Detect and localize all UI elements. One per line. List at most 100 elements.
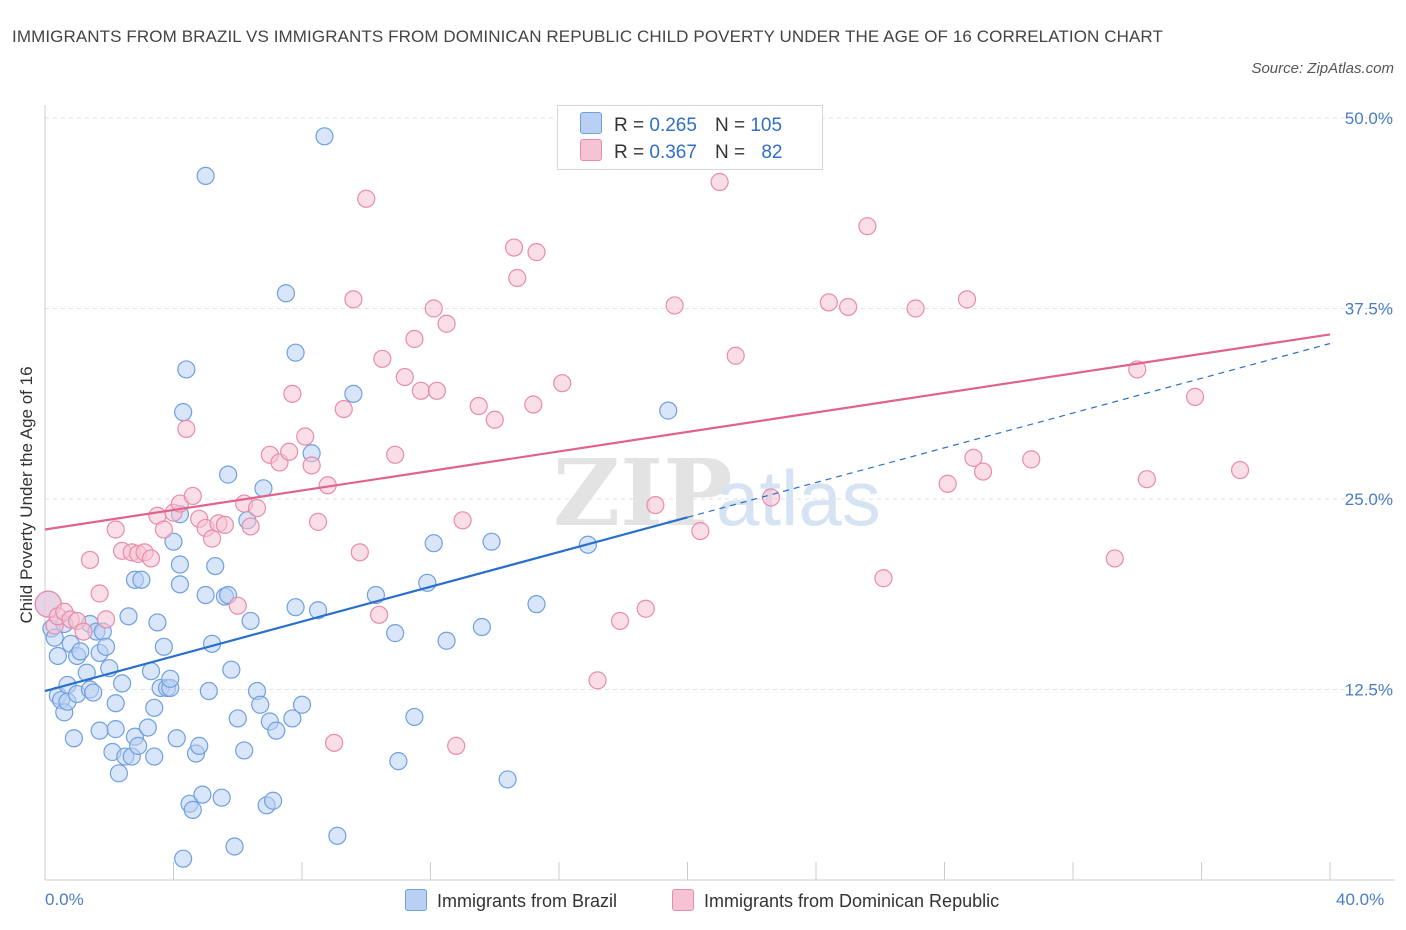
- dominican-point: [437, 314, 456, 333]
- brazil-point: [389, 752, 408, 771]
- dominican-point: [761, 488, 781, 507]
- dominican-point: [228, 596, 247, 615]
- brazil-point: [472, 617, 491, 637]
- brazil-point: [174, 849, 193, 868]
- brazil-point: [199, 681, 218, 701]
- brazil-point: [222, 660, 241, 679]
- dominican-point: [386, 445, 405, 464]
- brazil-point: [141, 662, 161, 681]
- dominican-point: [427, 381, 447, 400]
- dominican-point: [1022, 450, 1041, 469]
- brazil-point: [212, 788, 231, 807]
- dominican-point: [202, 529, 222, 548]
- brazil-point: [405, 707, 424, 727]
- dominican-point: [302, 456, 321, 475]
- brazil-point: [196, 585, 215, 605]
- brazil-point: [148, 613, 167, 632]
- dominican-point: [90, 584, 109, 603]
- brazil-point: [344, 384, 363, 403]
- brazil-point: [106, 694, 125, 713]
- brazil-point: [424, 534, 443, 553]
- dominican-point: [215, 515, 234, 535]
- dominican-point: [1230, 460, 1250, 480]
- stats-row-brazil: R = 0.265 N = 105: [580, 112, 782, 138]
- brazil-point: [190, 736, 209, 755]
- dominican-point: [308, 512, 328, 531]
- axes: [44, 105, 1395, 881]
- chart-source: Source: ZipAtlas.com: [1251, 60, 1394, 77]
- dominican-point: [80, 550, 100, 570]
- legend-item-dominican[interactable]: Immigrants from Dominican Republic: [672, 889, 999, 912]
- legend-dominican-swatch: [672, 889, 694, 911]
- brazil-point: [84, 683, 103, 702]
- dominican-point: [141, 549, 161, 568]
- brazil-point: [112, 674, 132, 693]
- dominican-point: [1137, 470, 1156, 489]
- dominican-point: [154, 520, 173, 539]
- dominican-swatch: [580, 139, 602, 161]
- brazil-point: [386, 624, 405, 643]
- dominican-point: [504, 238, 524, 257]
- trend-lines: [44, 333, 1331, 693]
- brazil-point: [174, 403, 193, 422]
- dominican-point: [453, 511, 472, 530]
- brazil-point: [241, 611, 260, 631]
- brazil-point: [196, 166, 215, 186]
- brazil-point: [286, 598, 305, 617]
- dominican-point: [957, 290, 977, 309]
- dominican-point: [726, 346, 745, 365]
- brazil-point: [228, 709, 247, 728]
- dominican-point: [524, 395, 543, 414]
- dominican-point: [283, 384, 302, 403]
- dominican-point: [691, 521, 710, 541]
- brazil-point: [286, 343, 305, 362]
- dominican-point: [350, 543, 369, 562]
- dominican-n-value: 82: [761, 142, 783, 163]
- brazil-point: [64, 729, 84, 748]
- brazil-point: [96, 637, 116, 656]
- brazil-point: [193, 785, 212, 804]
- dominican-point: [469, 396, 488, 416]
- brazil-trend-extension: [687, 342, 1331, 518]
- y-tick-label-3: 50.0%: [1345, 109, 1393, 128]
- dominican-point: [296, 427, 315, 446]
- dominican-point: [973, 462, 993, 481]
- legend-brazil-swatch: [405, 889, 427, 911]
- dominican-point: [938, 474, 957, 493]
- brazil-point: [267, 721, 286, 740]
- brazil-point: [315, 127, 334, 146]
- dominican-point: [447, 736, 466, 755]
- brazil-point: [119, 607, 138, 626]
- dominican-point: [636, 599, 655, 618]
- x-tick-max: 40.0%: [1336, 890, 1385, 909]
- brazil-point: [109, 764, 128, 783]
- dominican-point: [610, 611, 630, 631]
- dominican-point: [485, 410, 504, 429]
- dominican-point: [334, 399, 353, 419]
- y-tick-labels: 12.5% 25.0% 37.5% 50.0%: [1345, 109, 1393, 700]
- y-tick-label-0: 12.5%: [1345, 681, 1393, 700]
- y-axis-label: Child Poverty Under the Age of 16: [17, 366, 36, 623]
- brazil-point: [254, 479, 273, 498]
- dominican-point: [411, 381, 430, 400]
- brazil-point: [170, 555, 190, 574]
- legend-item-brazil[interactable]: Immigrants from Brazil: [405, 889, 617, 912]
- dominican-point: [839, 297, 858, 317]
- brazil-point: [219, 465, 238, 484]
- dominican-point: [1185, 387, 1205, 406]
- brazil-point: [138, 718, 157, 737]
- dominican-point: [357, 189, 376, 208]
- dominican-point: [646, 495, 665, 515]
- brazil-point: [183, 800, 202, 819]
- dominican-point: [96, 610, 116, 629]
- watermark-atlas: atlas: [716, 454, 881, 542]
- y-tick-label-2: 37.5%: [1345, 300, 1393, 319]
- dominican-point: [553, 374, 572, 393]
- brazil-point: [283, 709, 302, 728]
- dominican-point: [241, 517, 260, 536]
- brazil-point: [206, 556, 225, 576]
- dominican-point: [874, 569, 893, 588]
- legend-brazil-label: Immigrants from Brazil: [437, 891, 618, 911]
- brazil-point: [659, 401, 678, 420]
